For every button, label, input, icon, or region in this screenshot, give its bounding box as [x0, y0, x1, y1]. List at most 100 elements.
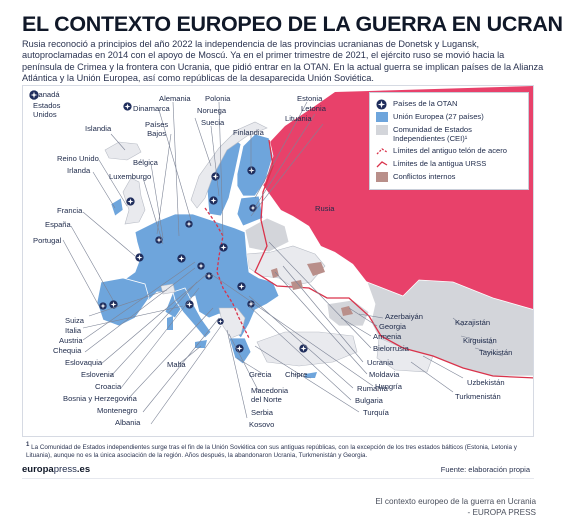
- label-tayikistan: Tayikistán: [479, 348, 513, 357]
- iberia-region: [96, 277, 150, 327]
- label-kosovo: Kosovo: [249, 420, 275, 429]
- nato-marker-poland: [219, 243, 228, 252]
- nato-marker-czechia: [197, 262, 205, 270]
- label-lituania: Lituania: [285, 114, 312, 123]
- map: Canadá Estados Unidos Países de la OTAN …: [22, 85, 534, 437]
- nato-marker-france: [135, 253, 144, 262]
- map-legend: Países de la OTAN Unión Europea (27 país…: [369, 92, 529, 190]
- nato-marker-spain: [109, 300, 118, 309]
- label-espana: España: [45, 220, 71, 229]
- intro-text: Rusia reconoció a principios del año 202…: [22, 39, 544, 83]
- legend-iron-curtain: Límites del antiguo telón de acero: [376, 146, 522, 156]
- label-islandia: Islandia: [85, 124, 112, 133]
- legend-ussr: Límites de la antigua URSS: [376, 159, 522, 169]
- ussr-line: [254, 139, 533, 379]
- italy-region: [172, 287, 212, 339]
- label-noruega: Noruega: [197, 106, 227, 115]
- nato-marker-denmark: [185, 220, 193, 228]
- conflict-zone-transnistria: [271, 268, 279, 278]
- label-irlanda: Irlanda: [67, 166, 91, 175]
- cei-swatch-icon: [376, 125, 388, 135]
- balkans-region: [218, 307, 246, 339]
- label-azerbaiyan: Azerbaiyán: [385, 312, 423, 321]
- label-albania: Albania: [115, 418, 141, 427]
- label-macedonia: Macedonia del Norte: [251, 386, 289, 404]
- nato-icon: [376, 99, 388, 110]
- iron-curtain-line-icon: [376, 146, 388, 156]
- nato-marker-uk: [126, 197, 135, 206]
- label-chequia: Chequia: [53, 346, 82, 355]
- legend-nato: Países de la OTAN: [376, 99, 522, 110]
- label-portugal: Portugal: [33, 236, 62, 245]
- nato-marker-turkey: [299, 344, 308, 353]
- legend-usa: Estados Unidos: [29, 90, 67, 119]
- external-nato-legend: Canadá Estados Unidos: [29, 90, 67, 121]
- nato-marker-finland: [247, 166, 256, 175]
- label-letonia: Letonia: [301, 104, 326, 113]
- label-belgica: Bélgica: [133, 158, 158, 167]
- ussr-line-icon: [376, 159, 388, 169]
- label-chipre: Chipre: [285, 370, 308, 379]
- label-turquia: Turquía: [363, 408, 389, 417]
- label-eslovaquia: Eslovaquia: [65, 358, 103, 367]
- eu-swatch-icon: [376, 112, 388, 122]
- label-montenegro: Montenegro: [97, 406, 138, 415]
- belarus-region: [244, 217, 290, 253]
- iceland-region: [104, 141, 142, 161]
- label-rumania: Rumanía: [357, 384, 388, 393]
- label-alemania: Alemania: [159, 94, 191, 103]
- label-finlandia: Finlandia: [233, 128, 264, 137]
- nato-icon: [29, 90, 39, 100]
- label-italia: Italia: [65, 326, 82, 335]
- norway-region: [190, 121, 268, 209]
- nato-marker-sweden: [209, 196, 218, 205]
- label-luxemburgo: Luxemburgo: [109, 172, 152, 181]
- label-turkmenistan: Turkmenistán: [455, 392, 501, 401]
- footnote: 1 La Comunidad de Estados independientes…: [26, 442, 517, 460]
- legend-canada: Canadá: [29, 90, 67, 100]
- legend-conflict: Conflictos internos: [376, 172, 522, 182]
- nato-marker-portugal: [99, 302, 107, 310]
- label-armenia: Armenia: [373, 332, 402, 341]
- finland-region: [236, 133, 274, 197]
- label-eslovenia: Eslovenia: [81, 370, 114, 379]
- nato-marker-germany: [177, 254, 186, 263]
- label-dinamarca: Dinamarca: [133, 104, 170, 113]
- label-malta: Malta: [167, 360, 186, 369]
- iron-curtain-line: [204, 207, 250, 339]
- label-ucrania: Ucrania: [367, 358, 394, 367]
- leader-lines: [62, 101, 504, 425]
- label-bosnia: Bosnia y Herzegovina: [63, 394, 137, 403]
- label-austria: Austria: [59, 336, 83, 345]
- label-estonia: Estonia: [297, 94, 323, 103]
- label-francia: Francia: [57, 206, 83, 215]
- label-moldavia: Moldavia: [369, 370, 400, 379]
- legend-cei: Comunidad de Estados Independientes (CEI…: [376, 125, 522, 143]
- label-suiza: Suiza: [65, 316, 84, 325]
- nato-marker-italy: [185, 300, 194, 309]
- divider: [22, 478, 534, 479]
- caption: El contexto europeo de la guerra en Ucra…: [375, 497, 536, 517]
- nato-marker-hungary: [205, 272, 213, 280]
- label-rusia: Rusia: [315, 204, 335, 213]
- label-polonia: Polonia: [205, 94, 231, 103]
- label-paises-bajos: Países Bajos: [145, 120, 169, 138]
- label-bielorrusia: Bielorrusia: [373, 344, 409, 353]
- label-kazajistan: Kazajistán: [455, 318, 491, 327]
- nato-marker-iceland: [123, 102, 132, 111]
- source-text: Fuente: elaboración propia: [440, 465, 530, 474]
- conflict-zone-donbas: [307, 262, 325, 276]
- label-serbia: Serbia: [251, 408, 273, 417]
- label-suecia: Suecia: [201, 118, 225, 127]
- europapress-logo: europapress.es: [22, 464, 91, 475]
- label-grecia: Grecia: [249, 370, 272, 379]
- conflict-zone-crimea: [291, 280, 303, 290]
- label-kirguistan: Kirguistán: [463, 336, 497, 345]
- label-croacia: Croacia: [95, 382, 122, 391]
- label-georgia: Georgia: [379, 322, 407, 331]
- label-reino-unido: Reino Unido: [57, 154, 99, 163]
- legend-eu: Unión Europea (27 países): [376, 112, 522, 122]
- conflict-swatch-icon: [376, 172, 388, 182]
- page-title: EL CONTEXTO EUROPEO DE LA GUERRA EN UCRA…: [22, 12, 564, 36]
- label-uzbekistan: Uzbekistán: [467, 378, 505, 387]
